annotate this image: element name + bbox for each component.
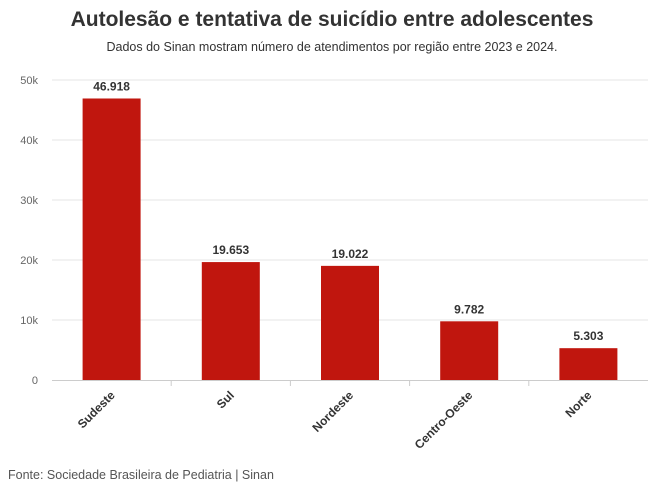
x-tick-label: Sudeste (75, 388, 118, 431)
y-tick-label: 0 (32, 375, 38, 387)
x-tick-label: Sul (214, 388, 237, 411)
bar-centro-oeste (440, 321, 499, 380)
x-tick-label: Centro-Oeste (412, 388, 476, 452)
chart-source: Fonte: Sociedade Brasileira de Pediatria… (8, 468, 274, 482)
bar-norte (559, 348, 618, 380)
bar-sudeste (82, 98, 141, 380)
bar-sul (201, 262, 260, 380)
x-tick-label: Norte (562, 388, 594, 420)
y-tick-label: 40k (20, 135, 38, 147)
data-label: 5.303 (573, 329, 603, 343)
y-tick-label: 10k (20, 315, 38, 327)
data-label: 46.918 (93, 79, 130, 93)
data-label: 19.022 (332, 247, 369, 261)
data-label: 19.653 (212, 243, 249, 257)
data-label: 9.782 (454, 302, 484, 316)
chart-title: Autolesão e tentativa de suicídio entre … (70, 8, 594, 31)
bar-nordeste (321, 265, 379, 380)
y-tick-label: 50k (20, 75, 38, 87)
x-tick-label: Nordeste (309, 388, 356, 435)
chart-subtitle: Dados do Sinan mostram número de atendim… (106, 40, 558, 54)
y-tick-label: 20k (20, 255, 38, 267)
y-tick-label: 30k (20, 195, 38, 207)
